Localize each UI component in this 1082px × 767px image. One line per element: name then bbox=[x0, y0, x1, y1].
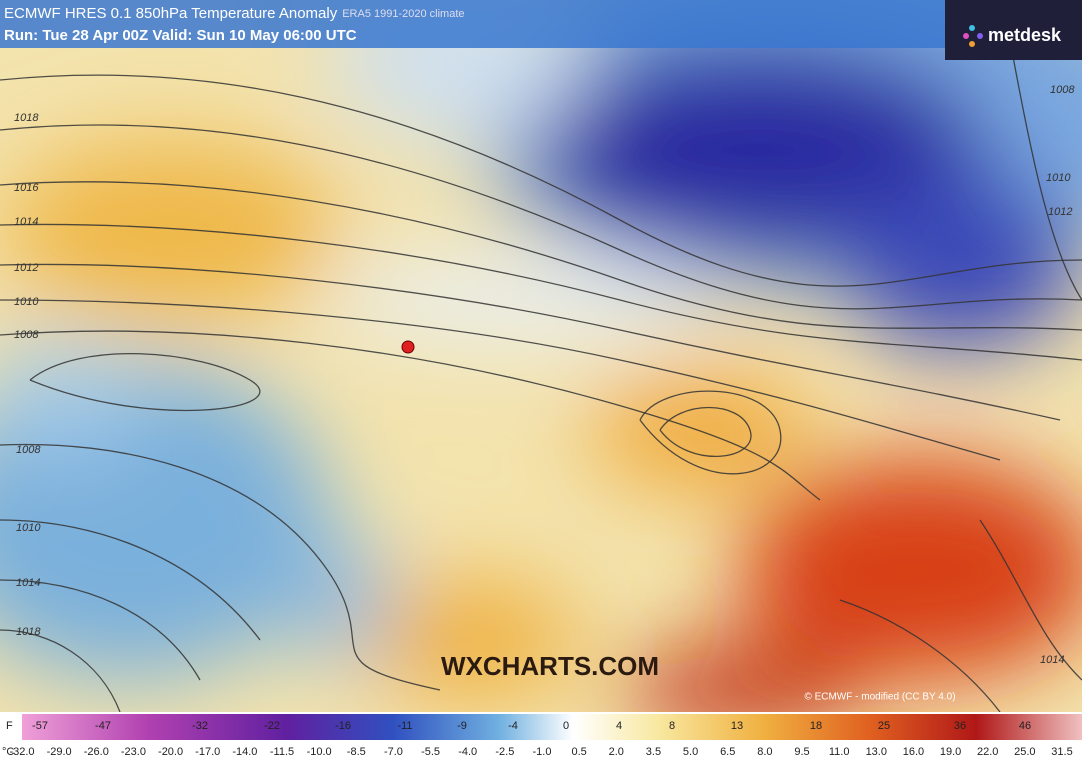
c-label: 8.0 bbox=[757, 746, 772, 758]
c-unit: °C bbox=[2, 746, 14, 758]
logo-box bbox=[945, 0, 1082, 60]
c-label: -7.0 bbox=[384, 746, 403, 758]
c-label: -2.5 bbox=[495, 746, 514, 758]
run-info: Run: Tue 28 Apr 00Z Valid: Sun 10 May 06… bbox=[4, 27, 357, 44]
climate-text: ERA5 1991-2020 climate bbox=[342, 8, 464, 20]
c-label: -29.0 bbox=[47, 746, 72, 758]
c-label: 3.5 bbox=[646, 746, 661, 758]
f-label: -47 bbox=[95, 720, 111, 732]
watermark: WXCHARTS.COM bbox=[441, 651, 659, 681]
f-label: -57 bbox=[32, 720, 48, 732]
c-label: 0.5 bbox=[571, 746, 586, 758]
isobar-label: 1008 bbox=[14, 329, 39, 341]
c-label: -20.0 bbox=[158, 746, 183, 758]
c-label: 13.0 bbox=[866, 746, 887, 758]
c-label: 6.5 bbox=[720, 746, 735, 758]
logo-icon bbox=[963, 25, 983, 47]
c-label: 2.0 bbox=[609, 746, 624, 758]
title-text: ECMWF HRES 0.1 850hPa Temperature Anomal… bbox=[4, 5, 338, 22]
isobar-label: 1016 bbox=[14, 182, 39, 194]
c-label: 5.0 bbox=[683, 746, 698, 758]
c-label: 9.5 bbox=[794, 746, 809, 758]
f-label: -16 bbox=[335, 720, 351, 732]
c-label: -17.0 bbox=[195, 746, 220, 758]
credit: © ECMWF - modified (CC BY 4.0) bbox=[804, 692, 955, 703]
isobar-label: 1008 bbox=[1050, 84, 1075, 96]
f-label: 18 bbox=[810, 720, 822, 732]
title: ECMWF HRES 0.1 850hPa Temperature Anomal… bbox=[4, 5, 465, 22]
c-label: 31.5 bbox=[1051, 746, 1072, 758]
c-label: -23.0 bbox=[121, 746, 146, 758]
isobar-label: 1014 bbox=[16, 577, 40, 589]
c-label: 25.0 bbox=[1014, 746, 1035, 758]
isobar-label: 1010 bbox=[1046, 172, 1071, 184]
logo: metdesk bbox=[988, 25, 1062, 45]
f-label: 13 bbox=[731, 720, 743, 732]
f-label: 4 bbox=[616, 720, 622, 732]
c-label: -8.5 bbox=[347, 746, 366, 758]
f-unit: F bbox=[6, 720, 13, 732]
f-label: -32 bbox=[192, 720, 208, 732]
isobar-label: 1012 bbox=[14, 262, 38, 274]
c-label: -32.0 bbox=[9, 746, 34, 758]
f-label: 25 bbox=[878, 720, 890, 732]
location-marker bbox=[401, 340, 415, 354]
c-label: -14.0 bbox=[232, 746, 257, 758]
f-label: -4 bbox=[508, 720, 518, 732]
c-label: 22.0 bbox=[977, 746, 998, 758]
c-label: -11.5 bbox=[270, 746, 294, 758]
f-label: -9 bbox=[457, 720, 467, 732]
isobar-label: 1018 bbox=[14, 112, 39, 124]
isobar-label: 1008 bbox=[16, 444, 41, 456]
c-label: 19.0 bbox=[940, 746, 961, 758]
f-label: 36 bbox=[954, 720, 966, 732]
f-label: 46 bbox=[1019, 720, 1031, 732]
f-label: 8 bbox=[669, 720, 675, 732]
isobar-label: 1010 bbox=[16, 522, 41, 534]
c-label: 11.0 bbox=[829, 746, 850, 758]
isobar-label: 1018 bbox=[16, 626, 41, 638]
c-label: -1.0 bbox=[533, 746, 552, 758]
isobar-label: 1012 bbox=[1048, 206, 1072, 218]
colorbar bbox=[22, 714, 1082, 740]
c-label: -26.0 bbox=[84, 746, 109, 758]
f-label: -11 bbox=[397, 720, 412, 732]
header-bar bbox=[0, 0, 945, 48]
isobars bbox=[0, 39, 1082, 713]
isobar-label: 1014 bbox=[14, 216, 38, 228]
isobar-label: 1010 bbox=[14, 296, 39, 308]
f-label: 0 bbox=[563, 720, 569, 732]
isobar-label: 1014 bbox=[1040, 654, 1064, 666]
c-label: -4.0 bbox=[458, 746, 477, 758]
c-label: -10.0 bbox=[307, 746, 332, 758]
c-label: 16.0 bbox=[903, 746, 924, 758]
f-label: -22 bbox=[264, 720, 280, 732]
c-label: -5.5 bbox=[421, 746, 440, 758]
anomaly-field bbox=[0, 0, 1082, 730]
